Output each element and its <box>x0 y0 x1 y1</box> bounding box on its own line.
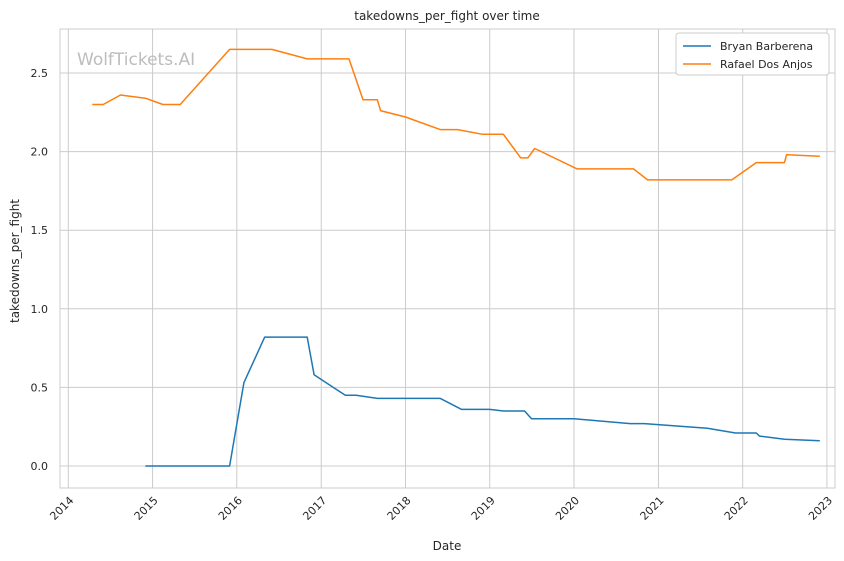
x-tick-label: 2023 <box>806 494 835 523</box>
x-tick-label: 2019 <box>469 494 498 523</box>
legend-label-bryan-barberena: Bryan Barberena <box>720 40 813 53</box>
y-tick-label: 1.0 <box>31 303 49 316</box>
y-axis-title: takedowns_per_fight <box>8 199 22 323</box>
series-line-bryan-barberena <box>145 336 820 467</box>
y-tick-label: 2.5 <box>31 67 49 80</box>
x-axis-ticks: 2014 2015 2016 2017 2018 2019 2020 2021 2022 2023 <box>47 494 835 523</box>
chart-title: takedowns_per_fight over time <box>354 9 540 23</box>
series-layer <box>92 48 820 467</box>
plot-area <box>59 28 836 489</box>
y-tick-label: 1.5 <box>31 224 49 237</box>
x-tick-label: 2018 <box>385 494 414 523</box>
watermark-text: WolfTickets.AI <box>77 50 195 70</box>
x-tick-label: 2022 <box>722 494 751 523</box>
series-line-rafael-dos-anjos <box>92 48 820 181</box>
y-tick-label: 0.5 <box>31 381 49 394</box>
x-tick-label: 2016 <box>216 494 245 523</box>
x-tick-label: 2020 <box>553 494 582 523</box>
x-axis-title: Date <box>433 539 462 553</box>
legend: Bryan Barberena Rafael Dos Anjos <box>675 32 830 76</box>
legend-label-rafael-dos-anjos: Rafael Dos Anjos <box>720 58 813 71</box>
y-axis-ticks: 0.0 0.5 1.0 1.5 2.0 2.5 <box>31 67 49 473</box>
x-tick-label: 2014 <box>47 494 76 523</box>
y-tick-label: 2.0 <box>31 146 49 159</box>
x-tick-label: 2017 <box>300 494 329 523</box>
x-tick-label: 2021 <box>638 494 667 523</box>
x-tick-label: 2015 <box>132 494 161 523</box>
y-tick-label: 0.0 <box>31 460 49 473</box>
legend-box <box>675 32 830 76</box>
